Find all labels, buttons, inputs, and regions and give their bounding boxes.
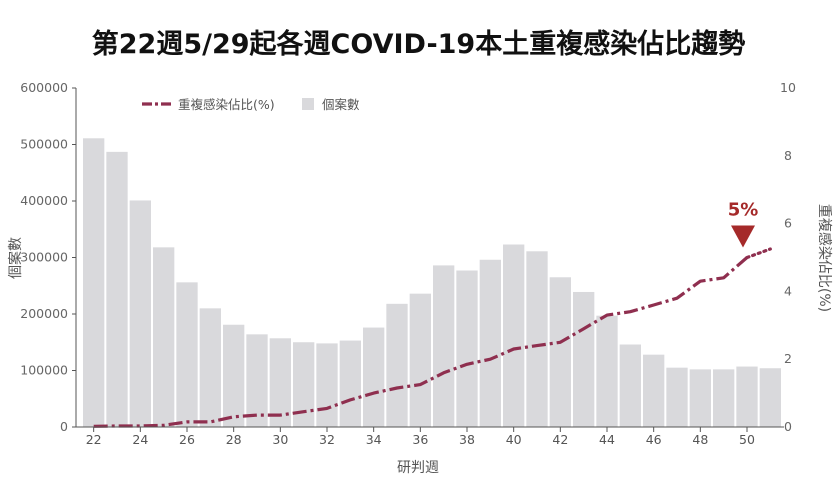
legend-bar-swatch <box>302 98 314 110</box>
y-axis-right-title: 重複感染佔比(%) <box>816 204 833 312</box>
x-tick-label: 34 <box>366 432 382 447</box>
bar-week-35 <box>386 303 408 427</box>
bar-week-41 <box>526 251 548 427</box>
x-tick-label: 32 <box>319 432 335 447</box>
x-tick-label: 50 <box>739 432 755 447</box>
x-tick-label: 46 <box>646 432 662 447</box>
bar-week-51 <box>759 368 781 427</box>
bar-week-46 <box>643 354 665 427</box>
x-axis-title: 研判週 <box>397 460 439 476</box>
x-tick-label: 22 <box>86 432 102 447</box>
legend-bar-label: 個案數 <box>322 97 360 112</box>
y-left-tick-label: 0 <box>60 419 68 434</box>
annotation-marker-icon <box>731 225 755 248</box>
bar-week-40 <box>503 244 525 427</box>
y-axis-left-title: 個案數 <box>7 237 24 279</box>
bar-week-34 <box>363 327 385 427</box>
bar-week-49 <box>713 369 735 427</box>
bar-week-39 <box>479 259 501 427</box>
x-tick-label: 36 <box>412 432 428 447</box>
x-tick-label: 28 <box>226 432 242 447</box>
bar-week-31 <box>293 342 315 427</box>
bar-week-28 <box>223 324 245 427</box>
x-tick-label: 26 <box>179 432 195 447</box>
bar-week-26 <box>176 282 198 427</box>
bar-week-48 <box>689 369 711 427</box>
bar-week-27 <box>199 308 221 427</box>
y-right-tick-label: 10 <box>780 80 796 95</box>
series-line-reinfection-projected <box>745 247 772 260</box>
x-tick-label: 44 <box>599 432 615 447</box>
bar-week-37 <box>433 265 455 427</box>
bar-week-32 <box>316 343 338 427</box>
bar-week-43 <box>573 291 595 427</box>
x-tick-label: 24 <box>132 432 148 447</box>
y-right-tick-label: 2 <box>784 351 792 366</box>
bar-week-36 <box>409 293 431 427</box>
y-left-tick-label: 400000 <box>20 193 68 208</box>
y-right-tick-label: 0 <box>784 419 792 434</box>
bar-week-30 <box>269 338 291 427</box>
y-left-tick-label: 300000 <box>20 250 68 265</box>
bar-week-25 <box>153 247 175 427</box>
bar-week-50 <box>736 366 758 427</box>
x-tick-label: 48 <box>692 432 708 447</box>
bar-week-33 <box>339 340 361 427</box>
bar-week-47 <box>666 367 688 427</box>
bar-week-29 <box>246 334 268 427</box>
y-left-tick-label: 100000 <box>20 363 68 378</box>
x-tick-label: 40 <box>506 432 522 447</box>
y-right-tick-label: 4 <box>784 283 792 298</box>
bar-week-23 <box>106 151 128 427</box>
bar-week-44 <box>596 315 618 427</box>
y-right-tick-label: 8 <box>784 148 792 163</box>
x-tick-label: 30 <box>272 432 288 447</box>
y-left-tick-label: 500000 <box>20 137 68 152</box>
bar-week-45 <box>619 344 641 427</box>
x-tick-label: 42 <box>552 432 568 447</box>
bar-week-42 <box>549 277 571 427</box>
y-left-tick-label: 600000 <box>20 80 68 95</box>
annotation-label: 5% <box>728 200 759 221</box>
chart-title: 第22週5/29起各週COVID-19本土重複感染佔比趨勢 <box>91 29 746 60</box>
x-tick-label: 38 <box>459 432 475 447</box>
bar-week-24 <box>129 200 151 427</box>
bar-week-38 <box>456 270 478 427</box>
legend-line-label: 重複感染佔比(%) <box>178 97 275 112</box>
bar-week-22 <box>83 138 105 427</box>
y-left-tick-label: 200000 <box>20 306 68 321</box>
y-right-tick-label: 6 <box>784 216 792 231</box>
